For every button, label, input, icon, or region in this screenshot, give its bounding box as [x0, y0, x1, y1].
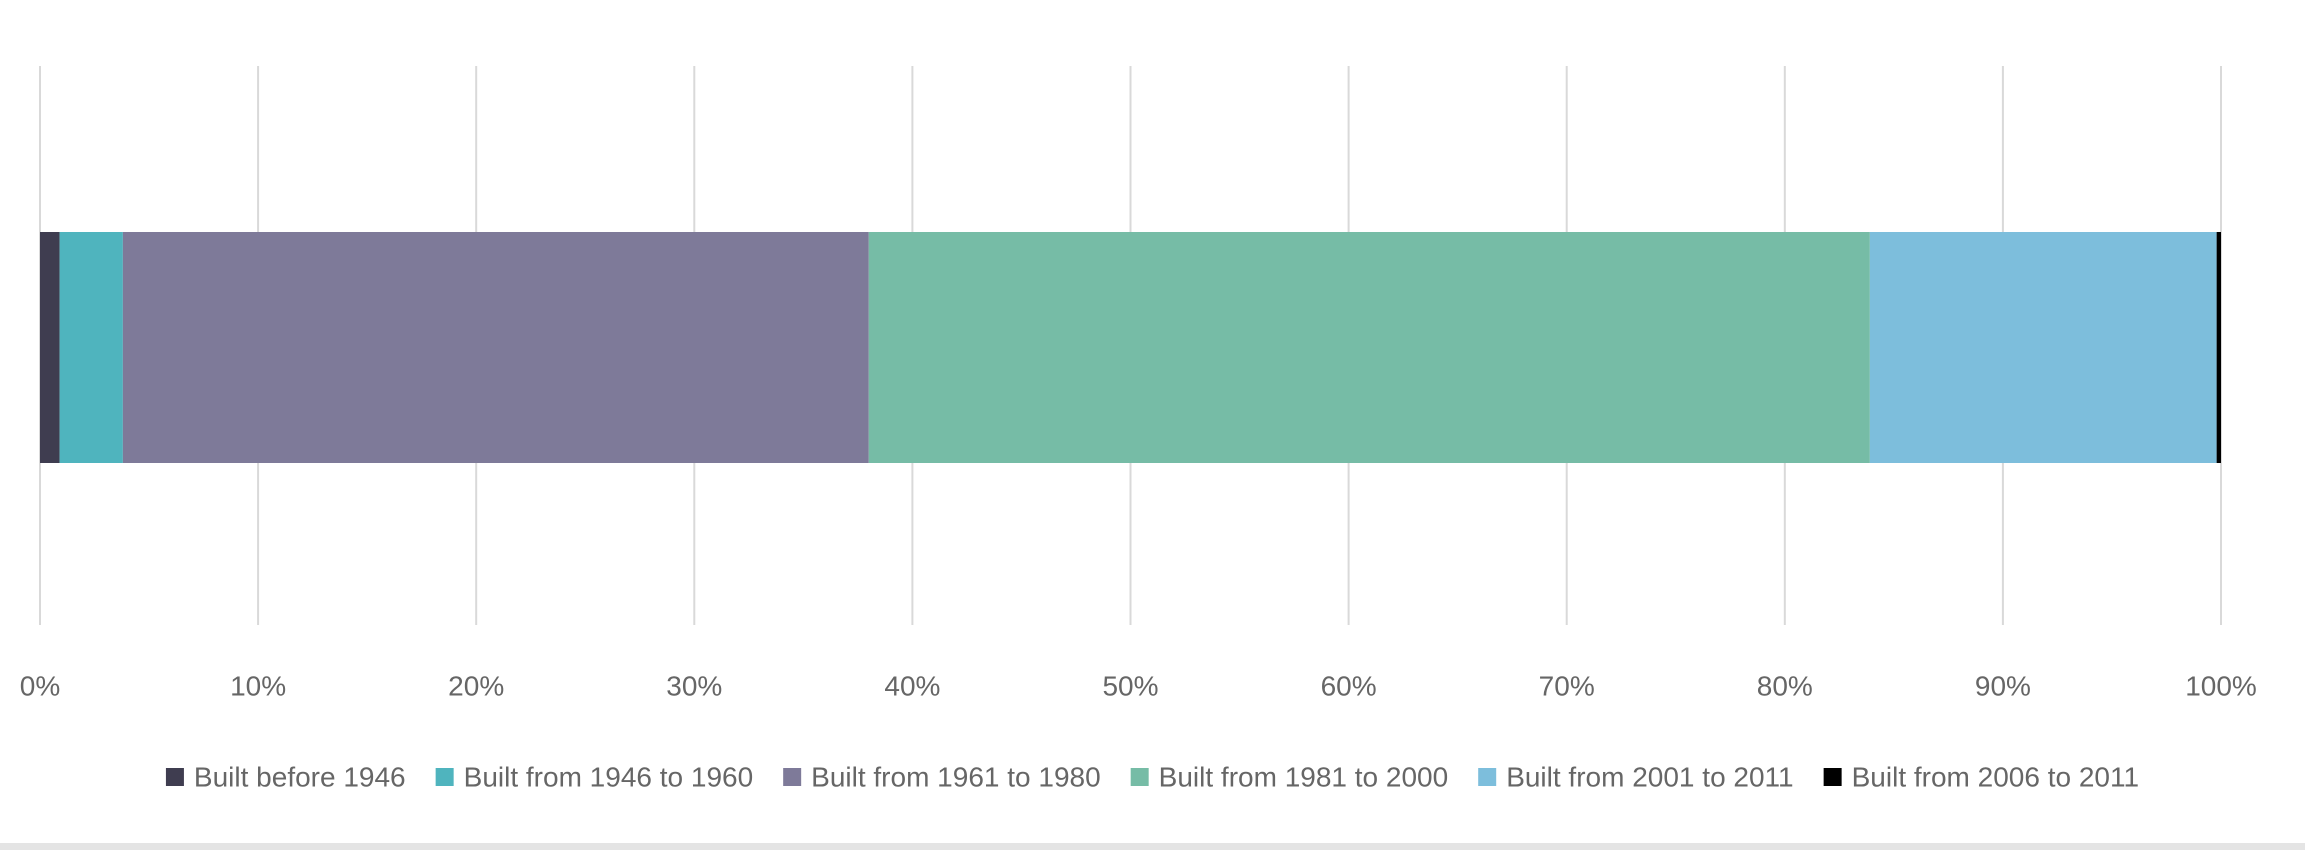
- bar-segment: [868, 232, 1870, 463]
- x-tick-label: 50%: [1102, 670, 1158, 701]
- x-tick-label: 60%: [1321, 670, 1377, 701]
- x-tick-label: 80%: [1757, 670, 1813, 701]
- bottom-border: [0, 843, 2305, 850]
- x-tick-label: 100%: [2185, 670, 2257, 701]
- legend-swatch: [783, 768, 802, 786]
- legend-swatch: [1823, 768, 1842, 786]
- legend-swatch: [1130, 768, 1149, 786]
- bar-segment: [2216, 232, 2221, 463]
- legend-swatch: [1478, 768, 1497, 786]
- legend-label: Built before 1946: [194, 761, 406, 792]
- legend-label: Built from 2001 to 2011: [1506, 761, 1793, 792]
- x-tick-label: 30%: [666, 670, 722, 701]
- legend-label: Built from 1946 to 1960: [464, 761, 754, 792]
- bar-segment: [122, 232, 869, 463]
- legend-swatch: [435, 768, 454, 786]
- x-tick-label: 90%: [1975, 670, 2031, 701]
- x-tick-label: 20%: [448, 670, 504, 701]
- bar-segment: [59, 232, 123, 463]
- legend-swatch: [165, 768, 184, 786]
- x-tick-label: 0%: [20, 670, 60, 701]
- x-tick-label: 40%: [884, 670, 940, 701]
- legend-label: Built from 2006 to 2011: [1852, 761, 2139, 792]
- legend-label: Built from 1981 to 2000: [1159, 761, 1449, 792]
- bar-segment: [1869, 232, 2217, 463]
- bar-segment: [40, 232, 60, 463]
- x-tick-label: 10%: [230, 670, 286, 701]
- x-tick-label: 70%: [1539, 670, 1595, 701]
- legend-label: Built from 1961 to 1980: [811, 761, 1101, 792]
